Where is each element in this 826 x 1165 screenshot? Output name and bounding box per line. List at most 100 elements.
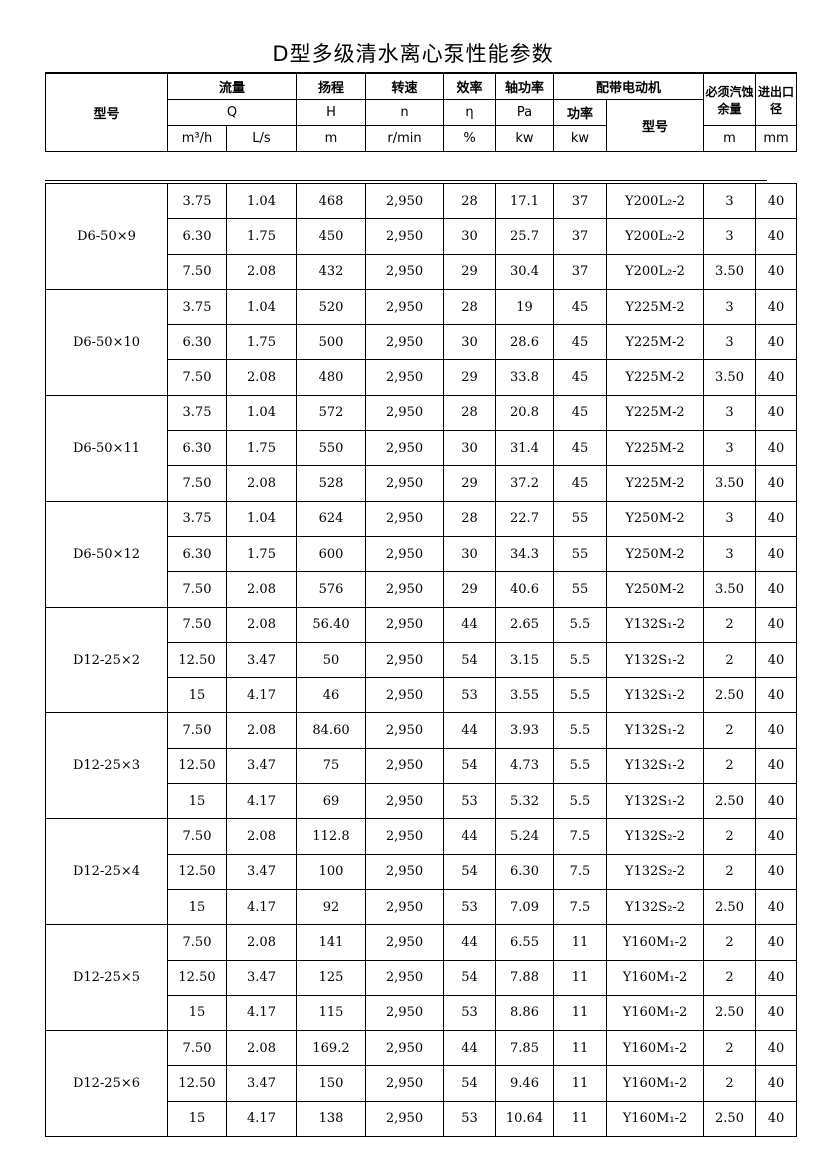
speed-cell: 2,950 [365, 430, 444, 467]
flow-m3h-cell: 15 [167, 994, 227, 1032]
table-row: D12-25×4 7.50 2.08 112.8 2,950 44 5.24 7.5 Y132S… [45, 818, 797, 926]
table-row: 7.50 2.08 528 2,950 29 37.2 45 Y225M-2 3.50 40 [46, 465, 797, 502]
shaft-power-cell: 28.6 [495, 324, 554, 361]
header-table: 型号 流量 扬程 转速 效率 轴功率 配带电动机 必须汽蚀余量 进出口径 Q H… [45, 72, 797, 152]
unit-pct: % [443, 125, 496, 152]
unit-kw: kw [495, 125, 554, 152]
motor-model-cell: Y160M₁-2 [606, 994, 704, 1032]
flow-ls-cell: 2.08 [226, 359, 297, 396]
efficiency-cell: 53 [443, 677, 496, 714]
motor-power-cell: 5.5 [553, 641, 607, 679]
npsh-cell: 2 [703, 924, 756, 961]
flow-m3h-cell: 15 [167, 783, 227, 820]
unit-mm: mm [755, 125, 797, 152]
table-row: 12.50 3.47 100 2,950 54 6.30 7.5 Y132S₂-2 2 40 [46, 853, 797, 890]
motor-model-cell: Y132S₂-2 [606, 818, 704, 855]
flow-ls-cell: 2.08 [226, 712, 297, 749]
speed-cell: 2,950 [365, 1100, 444, 1138]
motor-model-cell: Y132S₁-2 [606, 712, 704, 749]
flow-m3h-cell: 7.50 [167, 571, 227, 608]
motor-power-cell: 55 [553, 500, 607, 537]
col-shaft-power: 轴功率 [495, 72, 554, 100]
npsh-cell: 3 [703, 324, 756, 361]
flow-ls-cell: 3.47 [226, 1065, 297, 1102]
flow-m3h-cell: 12.50 [167, 747, 227, 785]
model-cell: D6-50×9 [45, 183, 168, 290]
head-cell: 56.40 [296, 606, 366, 643]
port-diameter-cell: 40 [755, 959, 797, 996]
npsh-cell: 2.50 [703, 888, 756, 926]
motor-model-cell: Y225M-2 [606, 430, 704, 467]
motor-power-cell: 45 [553, 324, 607, 361]
flow-ls-cell: 2.08 [226, 571, 297, 608]
motor-model-cell: Y132S₁-2 [606, 677, 704, 714]
speed-cell: 2,950 [365, 924, 444, 961]
speed-cell: 2,950 [365, 288, 444, 326]
motor-model-cell: Y160M₁-2 [606, 959, 704, 996]
page-title: D型多级清水离心泵性能参数 [272, 42, 554, 66]
motor-model-cell: Y250M-2 [606, 571, 704, 608]
port-diameter-cell: 40 [755, 500, 797, 537]
flow-ls-cell: 4.17 [226, 783, 297, 820]
model-cell: D6-50×10 [45, 288, 168, 396]
motor-model-cell: Y160M₁-2 [606, 1030, 704, 1067]
motor-power-cell: 7.5 [553, 888, 607, 926]
head-cell: 141 [296, 924, 366, 961]
model-cell: D12-25×5 [45, 924, 168, 1032]
speed-cell: 2,950 [365, 853, 444, 890]
port-diameter-cell: 40 [755, 571, 797, 608]
speed-cell: 2,950 [365, 818, 444, 855]
npsh-cell: 3 [703, 535, 756, 573]
table-row: 15 4.17 92 2,950 53 7.09 7.5 Y132S₂-2 2.50 40 [46, 888, 797, 926]
port-diameter-cell: 40 [755, 182, 797, 220]
port-diameter-cell: 40 [755, 430, 797, 467]
motor-power-cell: 5.5 [553, 677, 607, 714]
flow-m3h-cell: 3.75 [167, 288, 227, 326]
efficiency-cell: 29 [443, 571, 496, 608]
flow-m3h-cell: 7.50 [167, 606, 227, 643]
motor-power-cell: 5.5 [553, 783, 607, 820]
motor-model-cell: Y200L₂-2 [606, 218, 704, 255]
shaft-power-cell: 7.88 [495, 959, 554, 996]
port-diameter-cell: 40 [755, 994, 797, 1032]
head-cell: 46 [296, 677, 366, 714]
port-diameter-cell: 40 [755, 359, 797, 396]
head-cell: 624 [296, 500, 366, 537]
port-diameter-cell: 40 [755, 535, 797, 573]
flow-m3h-cell: 7.50 [167, 1030, 227, 1067]
efficiency-cell: 53 [443, 888, 496, 926]
head-cell: 50 [296, 641, 366, 679]
table-row: 7.50 2.08 480 2,950 29 33.8 45 Y225M-2 3.50 40 [46, 359, 797, 396]
efficiency-cell: 44 [443, 924, 496, 961]
flow-m3h-cell: 7.50 [167, 465, 227, 502]
shaft-power-cell: 7.09 [495, 888, 554, 926]
head-cell: 432 [296, 253, 366, 290]
model-cell: D6-50×11 [45, 394, 168, 502]
table-row: 6.30 1.75 550 2,950 30 31.4 45 Y225M-2 3 40 [46, 430, 797, 467]
efficiency-cell: 29 [443, 253, 496, 290]
port-diameter-cell: 40 [755, 465, 797, 502]
flow-m3h-cell: 3.75 [167, 394, 227, 432]
head-cell: 169.2 [296, 1030, 366, 1067]
port-diameter-cell: 40 [755, 783, 797, 820]
flow-ls-cell: 1.75 [226, 535, 297, 573]
sym-n: n [365, 99, 444, 126]
sym-eta: η [443, 99, 496, 126]
flow-ls-cell: 1.04 [226, 394, 297, 432]
port-diameter-cell: 40 [755, 253, 797, 290]
table-row: 12.50 3.47 50 2,950 54 3.15 5.5 Y132S₁-2 2 40 [46, 641, 797, 679]
separator-line [45, 180, 767, 181]
speed-cell: 2,950 [365, 606, 444, 643]
table-row: 12.50 3.47 75 2,950 54 4.73 5.5 Y132S₁-2 2 40 [46, 747, 797, 785]
flow-ls-cell: 2.08 [226, 924, 297, 961]
shaft-power-cell: 40.6 [495, 571, 554, 608]
flow-ls-cell: 3.47 [226, 641, 297, 679]
npsh-cell: 2 [703, 959, 756, 996]
port-diameter-cell: 40 [755, 218, 797, 255]
flow-m3h-cell: 12.50 [167, 641, 227, 679]
table-row: 12.50 3.47 125 2,950 54 7.88 11 Y160M₁-2 2 40 [46, 959, 797, 996]
efficiency-cell: 44 [443, 1030, 496, 1067]
npsh-cell: 2 [703, 641, 756, 679]
table-row: D6-50×12 3.75 1.04 624 2,950 28 22.7 55 Y250M-2 3… [45, 500, 797, 608]
flow-m3h-cell: 15 [167, 677, 227, 714]
